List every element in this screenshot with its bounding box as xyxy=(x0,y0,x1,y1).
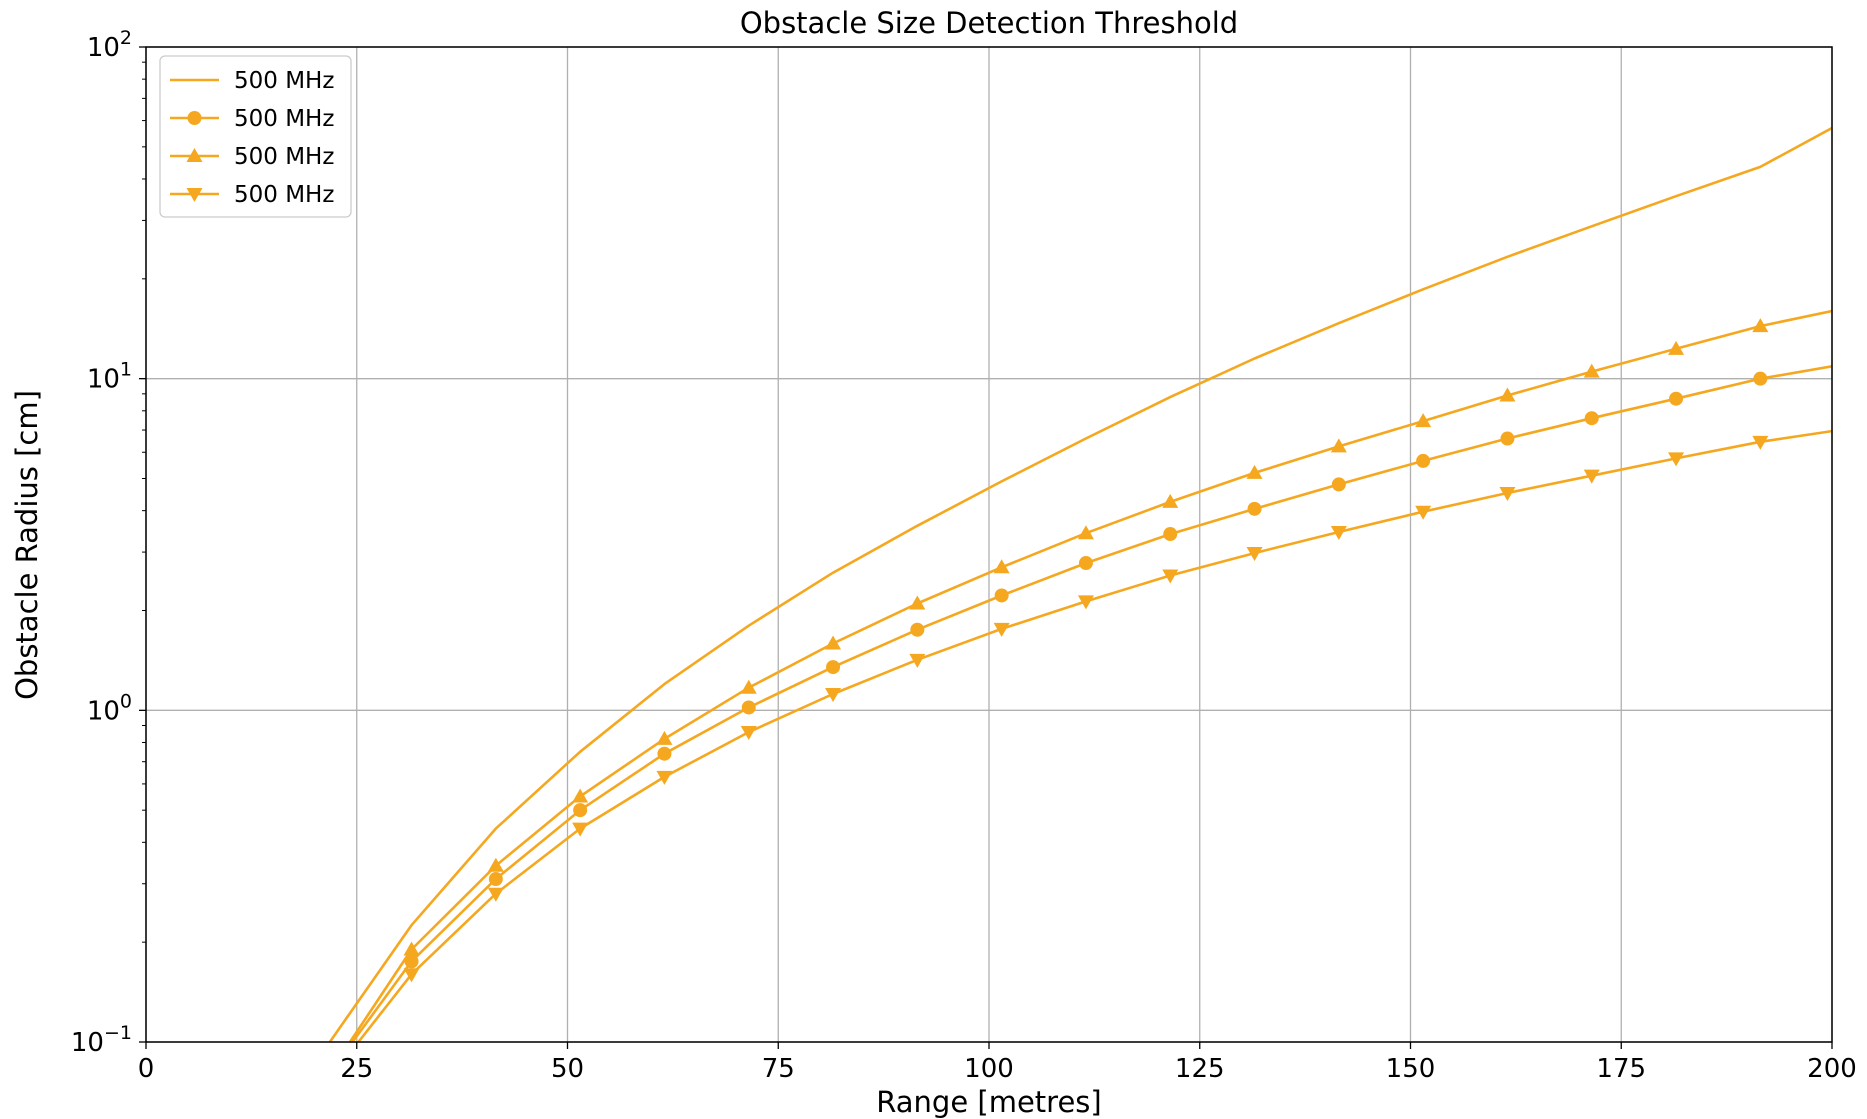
series-4-point xyxy=(1499,487,1516,502)
series-4-point xyxy=(487,887,504,902)
legend-label-1: 500 MHz xyxy=(234,68,334,94)
y-tick-label: 102 xyxy=(87,27,132,63)
series-markers xyxy=(403,318,1769,983)
series-2-point xyxy=(1247,501,1262,516)
y-tick-base: 10 xyxy=(87,33,120,63)
legend-marker-4 xyxy=(186,188,203,202)
series-3-point xyxy=(1583,363,1600,378)
series-4-point xyxy=(909,653,926,668)
y-tick-exponent: −1 xyxy=(104,1022,132,1044)
y-tick-label: 100 xyxy=(87,690,132,726)
y-tick-label: 10−1 xyxy=(71,1022,132,1058)
series-4-point xyxy=(825,688,842,703)
x-tick-label: 0 xyxy=(138,1054,155,1084)
y-tick-base: 10 xyxy=(87,365,120,395)
x-tick-label: 75 xyxy=(762,1054,795,1084)
series-3-point xyxy=(1752,318,1769,333)
x-axis-ticks: 0 25 50 75 100 125 150 175 200 xyxy=(138,1042,1857,1084)
y-tick-label: 101 xyxy=(87,359,132,395)
series-4-point xyxy=(1668,452,1685,467)
series-4-point xyxy=(572,822,589,837)
series-3-point xyxy=(1162,493,1179,508)
legend-marker-3 xyxy=(186,148,203,162)
legend-marker-2 xyxy=(187,111,202,125)
legend-label-2: 500 MHz xyxy=(234,106,334,132)
series-2-point xyxy=(404,954,419,969)
series-4-point xyxy=(993,622,1010,637)
series-3-point xyxy=(572,788,589,803)
series-2-point xyxy=(910,622,925,637)
x-tick-label: 25 xyxy=(340,1054,373,1084)
series-2-point xyxy=(1078,556,1093,571)
x-tick-label: 125 xyxy=(1175,1054,1225,1084)
series-3-point xyxy=(1246,464,1263,479)
series-3-point xyxy=(909,595,926,610)
series-3-point xyxy=(993,559,1010,574)
series-2-point xyxy=(1584,411,1599,426)
x-tick-label: 200 xyxy=(1807,1054,1857,1084)
x-tick-label: 175 xyxy=(1596,1054,1646,1084)
series-3-point xyxy=(1668,340,1685,355)
series-4-point xyxy=(1330,525,1347,540)
legend-label-4: 500 MHz xyxy=(234,182,334,208)
series-4-point xyxy=(740,726,757,741)
series-2-point xyxy=(1163,527,1178,542)
series-4-point xyxy=(1077,595,1094,610)
y-tick-exponent: 2 xyxy=(120,27,132,49)
series-4-point xyxy=(1752,435,1769,450)
y-tick-base: 10 xyxy=(87,696,120,726)
series-2-point xyxy=(573,803,588,818)
series-3-point xyxy=(487,857,504,872)
series-2-point xyxy=(994,588,1009,603)
series-2-point xyxy=(1416,453,1431,468)
series-3-point xyxy=(1077,525,1094,540)
series-3-point xyxy=(1415,413,1432,428)
series-2-point xyxy=(1753,371,1768,386)
series-2-point xyxy=(1500,431,1515,446)
series-2-point xyxy=(826,660,841,675)
series-3-point xyxy=(740,679,757,694)
x-tick-label: 100 xyxy=(964,1054,1014,1084)
series-4-point xyxy=(1583,469,1600,484)
y-tick-exponent: 0 xyxy=(120,690,132,712)
x-tick-label: 50 xyxy=(551,1054,584,1084)
series-3-point xyxy=(825,635,842,650)
series-2-point xyxy=(1331,477,1346,492)
x-tick-label: 150 xyxy=(1386,1054,1436,1084)
series-4-point xyxy=(1162,569,1179,584)
series-3-point xyxy=(656,730,673,745)
legend-label-3: 500 MHz xyxy=(234,144,334,170)
y-tick-exponent: 1 xyxy=(120,359,132,381)
y-axis-label: Obstacle Radius [cm] xyxy=(10,390,44,700)
series-4-point xyxy=(656,770,673,785)
series-3-point xyxy=(403,941,420,956)
series-2-point xyxy=(741,700,756,715)
series-3-point xyxy=(1330,438,1347,453)
series-line-1 xyxy=(328,126,1832,1042)
series-4-point xyxy=(1246,547,1263,562)
x-axis-label: Range [metres] xyxy=(876,1085,1101,1119)
series-4-point xyxy=(1415,505,1432,520)
series-2-point xyxy=(1669,391,1684,406)
legend-box xyxy=(159,55,352,218)
series-3-point xyxy=(1499,387,1516,402)
legend: 500 MHz 500 MHz 500 MHz 500 MHz xyxy=(159,55,352,218)
series-2-point xyxy=(657,746,672,761)
chart-title: Obstacle Size Detection Threshold xyxy=(740,6,1238,40)
series-4-point xyxy=(403,968,420,983)
y-tick-base: 10 xyxy=(71,1028,104,1058)
series-2-point xyxy=(488,872,503,887)
